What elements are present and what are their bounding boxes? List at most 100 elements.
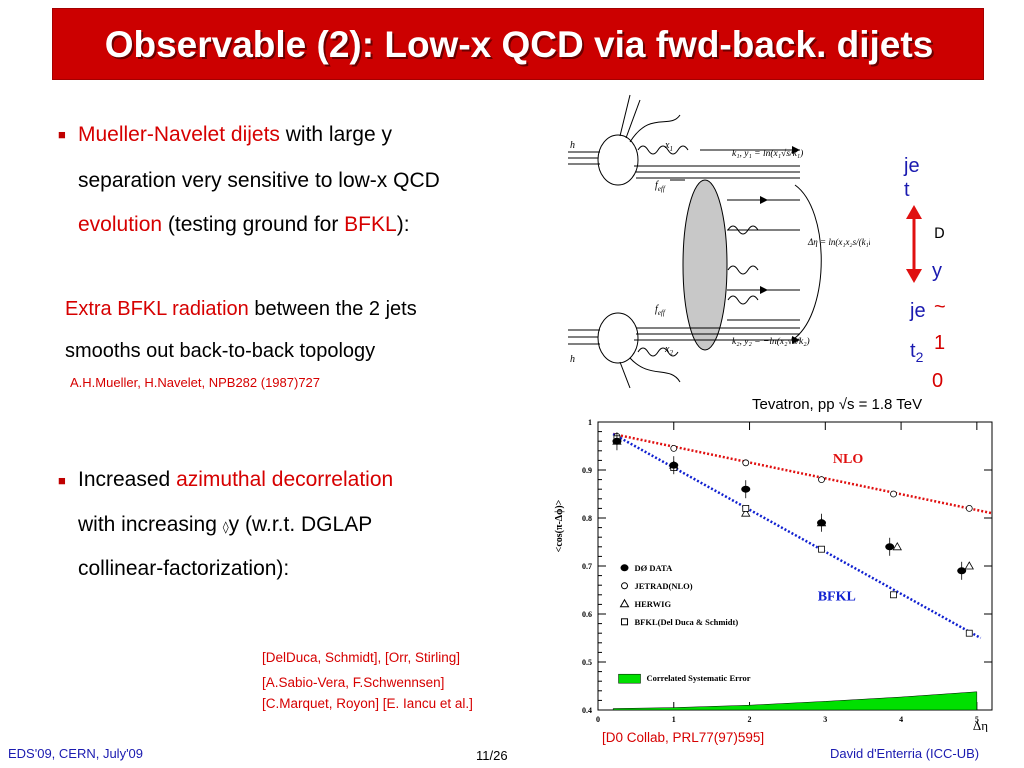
legend-bfkl-symbol — [621, 618, 629, 626]
mueller-citation: A.H.Mueller, H.Navelet, NPB282 (1987)727 — [70, 375, 321, 390]
y-tick-label: 0.4 — [582, 706, 592, 715]
chart-footer-citation: [D0 Collab, PRL77(97)595] — [602, 730, 765, 745]
k2-label: k₂, y₂ = −ln(x₂√s/k₂) — [732, 336, 810, 347]
rapidity-arrow-icon — [906, 205, 922, 283]
systematic-error-band — [612, 691, 978, 711]
bullet2-line2: with increasing ◊y (w.r.t. DGLAP — [78, 512, 372, 540]
delta-symbol: D — [934, 226, 945, 242]
legend-nlo-symbol — [621, 582, 629, 590]
jet2-sub: 2 — [915, 349, 924, 365]
legend-entry: JETRAD(NLO) — [635, 581, 693, 591]
nlo-label: NLO — [833, 452, 863, 467]
feff-top-label: feff — [655, 180, 666, 193]
hadron-blob-top — [597, 134, 639, 186]
data-point — [612, 437, 622, 445]
data-point — [817, 519, 827, 527]
mueller-navelet-diagram: h h x1 x2 feff feff k₁, y₁ = ln(x₁√s/k₁)… — [568, 94, 870, 389]
x-tick-label: 0 — [596, 715, 600, 724]
y-tick-label: 0.6 — [582, 610, 592, 619]
data-point — [669, 461, 679, 469]
legend-systematic-label: Correlated Systematic Error — [647, 673, 751, 683]
bullet2-line3: collinear-factorization): — [78, 557, 290, 580]
bullet1-text: with large y — [279, 123, 392, 146]
jet1-label-a: je — [904, 155, 920, 177]
bullet-square-1: ■ — [58, 127, 66, 142]
x2-label: x2 — [664, 344, 673, 357]
ref-3: [C.Marquet, Royon] [E. Iancu et al.] — [262, 696, 473, 711]
y-tick-label: 0.7 — [582, 562, 592, 571]
herwig-point — [741, 508, 751, 517]
legend-entry: BFKL(Del Duca & Schmidt) — [635, 617, 739, 627]
decorrelation-chart: 0.4 0.5 0.6 0.7 0.8 0.9 1 0 1 2 3 4 5 <cos(π-Δϕ)> Δη NL… — [554, 418, 993, 732]
x-tick-label: 4 — [899, 715, 903, 724]
feff-bottom-label: feff — [655, 304, 666, 317]
title-bar: Observable (2): Low-x QCD via fwd-back. … — [52, 8, 984, 80]
bullet1-end: ): — [396, 213, 410, 236]
data-point — [885, 543, 895, 551]
legend-entry: DØ DATA — [635, 563, 674, 573]
sub1-line1: Extra BFKL radiation between the 2 jets — [65, 297, 417, 321]
num-a: 1 — [934, 332, 946, 354]
bfkl-label: BFKL — [818, 590, 856, 605]
jet2-label-b: t2 — [910, 340, 923, 365]
jet1-label-b: t — [904, 179, 910, 201]
bullet2-with: with increasing — [78, 513, 223, 536]
jet1-label: je t — [904, 154, 920, 202]
y-tick-label: 0.9 — [582, 466, 592, 475]
sub1-line2: smooths out back-to-back topology — [65, 340, 376, 362]
nlo-curve — [612, 432, 993, 515]
bullet2-red: azimuthal decorrelation — [176, 468, 394, 491]
x-tick-label: 1 — [672, 715, 676, 724]
delta-eta-label: Δη = ln(x₁x₂s/(k₁k₂)) — [807, 237, 870, 247]
dy-letter: y — [932, 260, 942, 282]
bullet2-y: y (w.r.t. DGLAP — [228, 513, 373, 536]
bullet1-line2: separation very sensitive to low-x QCD — [78, 169, 440, 192]
bfkl-point — [965, 629, 973, 637]
legend-entry: HERWIG — [635, 599, 672, 609]
legend-data-symbol — [620, 564, 629, 572]
data-point — [957, 567, 967, 575]
bullet2-line1: Increased azimuthal decorrelation — [78, 467, 393, 493]
bullet1-red-text: Mueller-Navelet dijets — [78, 123, 280, 146]
delta-glyph-icon: ◊ — [222, 520, 229, 534]
herwig-point — [892, 541, 902, 551]
nlo-point — [965, 505, 973, 512]
footer-page: 11/26 — [476, 748, 508, 763]
bullet1-bfkl: BFKL — [344, 213, 397, 236]
data-point — [741, 485, 751, 493]
hadron-blob-bottom — [597, 312, 639, 364]
h-top-label: h — [570, 140, 575, 151]
bfkl-point — [818, 545, 825, 553]
bfkl-point — [890, 591, 897, 599]
bfkl-point — [742, 505, 750, 512]
nlo-point — [670, 445, 678, 452]
chart-caption: Tevatron, pp √s = 1.8 TeV — [752, 396, 923, 413]
x-axis-label: Δη — [973, 718, 988, 732]
num-b: 0 — [932, 370, 944, 392]
page-title: Observable (2): Low-x QCD via fwd-back. … — [104, 24, 934, 65]
nlo-point — [742, 459, 750, 467]
nlo-point — [890, 490, 897, 498]
bullet-square-2: ■ — [58, 473, 66, 488]
x-tick-label: 3 — [823, 715, 827, 724]
bullet1-testing: (testing ground for — [162, 213, 345, 236]
legend-systematic-swatch — [618, 673, 641, 684]
x-tick-label: 5 — [975, 715, 979, 724]
h-bottom-label: h — [570, 354, 575, 365]
k1-label: k₁, y₁ = ln(x₁√s/k₁) — [732, 148, 803, 159]
ref-2: [A.Sabio-Vera, F.Schwennsen] — [262, 675, 445, 690]
bullet1-line1: Mueller-Navelet dijets with large y — [78, 122, 392, 148]
ref-1: [DelDuca, Schmidt], [Orr, Stirling] — [262, 650, 461, 665]
legend-herwig-symbol — [619, 598, 630, 608]
central-ladder-blob — [682, 179, 728, 351]
y-tick-label: 0.8 — [582, 514, 592, 523]
bullet1-line3: evolution (testing ground for BFKL): — [78, 212, 410, 238]
nlo-point — [818, 476, 825, 483]
bullet1-evolution: evolution — [78, 213, 163, 236]
footer-right: David d'Enterria (ICC-UB) — [830, 746, 980, 761]
jet2-label-a: je — [910, 300, 926, 322]
y-axis-label: <cos(π-Δϕ)> — [554, 499, 565, 552]
y-tick-label: 1 — [588, 418, 592, 427]
x-tick-label: 2 — [748, 715, 752, 724]
x1-label: x1 — [664, 140, 673, 153]
